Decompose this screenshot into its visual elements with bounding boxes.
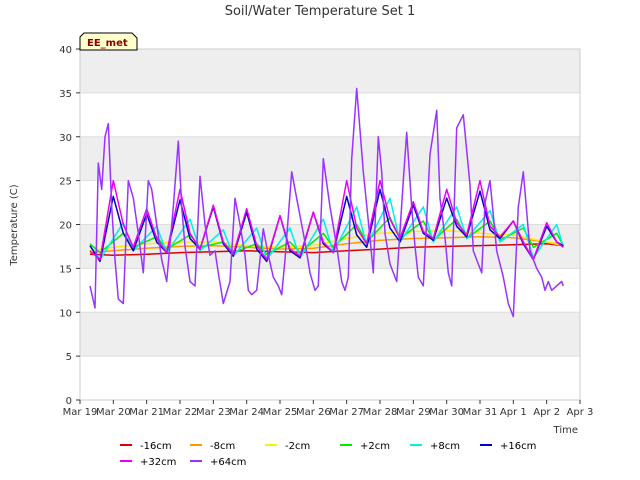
x-tick-label: Mar 22	[163, 407, 198, 418]
series-line-32cm	[89, 179, 564, 261]
y-tick-label: 35	[59, 89, 72, 100]
x-tick-label: Mar 24	[229, 407, 264, 418]
y-axis-label: Temperature (C)	[9, 184, 20, 266]
x-tick-label: Mar 20	[96, 407, 131, 418]
x-tick-label: Mar 25	[263, 407, 298, 418]
y-tick-label: 15	[59, 264, 72, 275]
grid-band	[80, 312, 580, 357]
grid-band	[80, 49, 580, 93]
x-tick-label: Mar 21	[129, 407, 164, 418]
x-tick-label: Apr 2	[533, 407, 560, 418]
x-tick-label: Mar 23	[196, 407, 231, 418]
legend-label: +8cm	[430, 441, 460, 452]
x-tick-label: Apr 3	[567, 407, 594, 418]
station-badge-box	[79, 32, 138, 51]
x-tick-label: Mar 31	[463, 407, 498, 418]
series-layer	[89, 87, 565, 318]
legend-label: -16cm	[140, 441, 172, 452]
chart-title: Soil/Water Temperature Set 1	[225, 4, 416, 19]
x-tick-label: Mar 30	[429, 407, 464, 418]
grid-band	[80, 92, 580, 137]
y-tick-label: 40	[59, 45, 72, 56]
legend-label: -2cm	[285, 441, 310, 452]
station-badge-label: EE_met	[87, 38, 128, 49]
legend: -16cm -8cm -2cm +2cm +8cm +16cm +32cm +64cm	[120, 441, 536, 468]
x-tick-label: Mar 19	[63, 407, 98, 418]
y-tick-label: 20	[59, 221, 72, 232]
grid-band	[80, 356, 580, 400]
x-tick-label: Mar 28	[363, 407, 398, 418]
legend-label: +2cm	[360, 441, 390, 452]
y-tick-label: 25	[59, 177, 72, 188]
y-tick-label: 10	[59, 308, 72, 319]
series-line-64cm	[89, 87, 565, 318]
legend-label: +64cm	[210, 457, 246, 468]
x-tick-label: Mar 29	[396, 407, 431, 418]
legend-label: +16cm	[500, 441, 536, 452]
x-axis-label: Time	[553, 425, 578, 436]
series-line-8cm	[89, 197, 565, 261]
x-tick-label: Mar 27	[329, 407, 364, 418]
grid-band	[80, 268, 580, 313]
x-tick-label: Apr 1	[500, 407, 527, 418]
legend-label: +32cm	[140, 457, 176, 468]
station-badge: EE_met	[79, 32, 138, 51]
legend-label: -8cm	[210, 441, 235, 452]
y-tick-label: 30	[59, 133, 72, 144]
y-tick-label: 0	[66, 396, 72, 407]
y-axis-ticks: 0 5 10 15 20 25 30 35 40	[59, 45, 80, 407]
x-tick-label: Mar 26	[296, 407, 331, 418]
y-tick-label: 5	[66, 352, 72, 363]
grid-band	[80, 136, 580, 181]
